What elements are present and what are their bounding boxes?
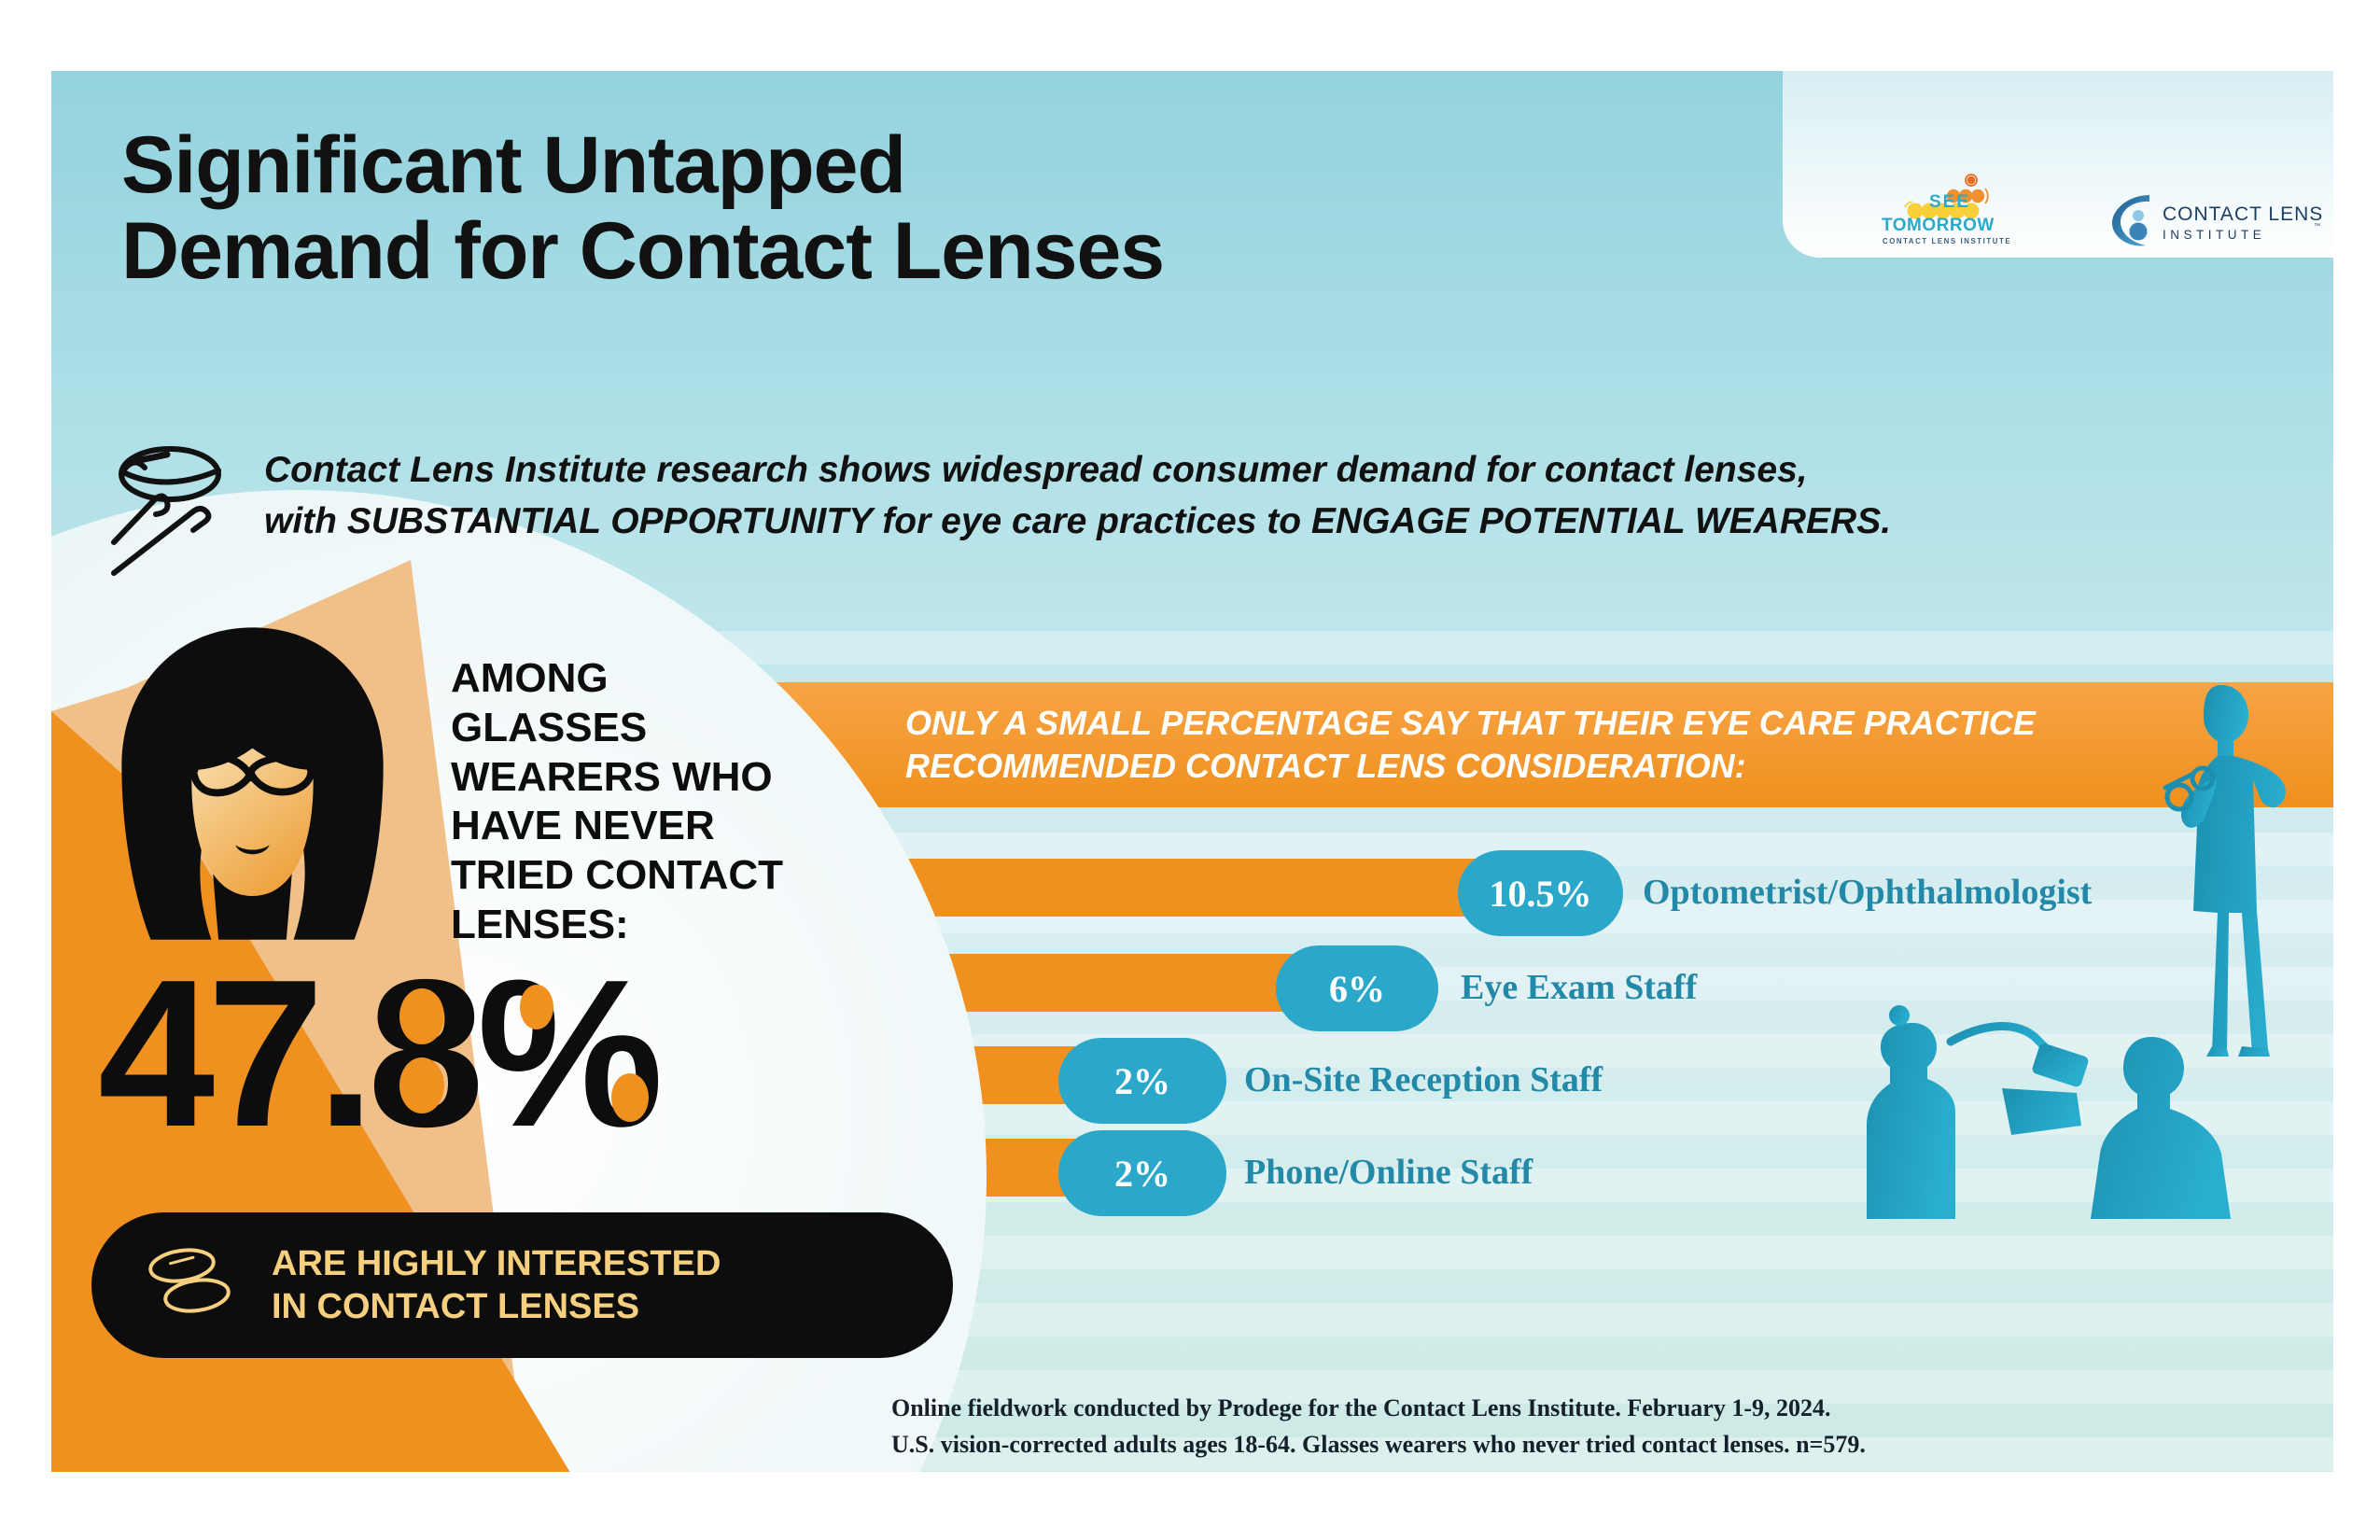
svg-text:™: ™ bbox=[2314, 223, 2320, 230]
svg-text:CONTACT LENS INSTITUTE: CONTACT LENS INSTITUTE bbox=[1883, 237, 2011, 245]
svg-text:47.8%: 47.8% bbox=[98, 944, 659, 1168]
svg-text:TOMORROW: TOMORROW bbox=[1882, 216, 1995, 235]
svg-text:SEE: SEE bbox=[1929, 192, 1970, 212]
svg-text:CONTACT LENS: CONTACT LENS bbox=[2163, 203, 2323, 225]
svg-text:INSTITUTE: INSTITUTE bbox=[2163, 228, 2265, 242]
